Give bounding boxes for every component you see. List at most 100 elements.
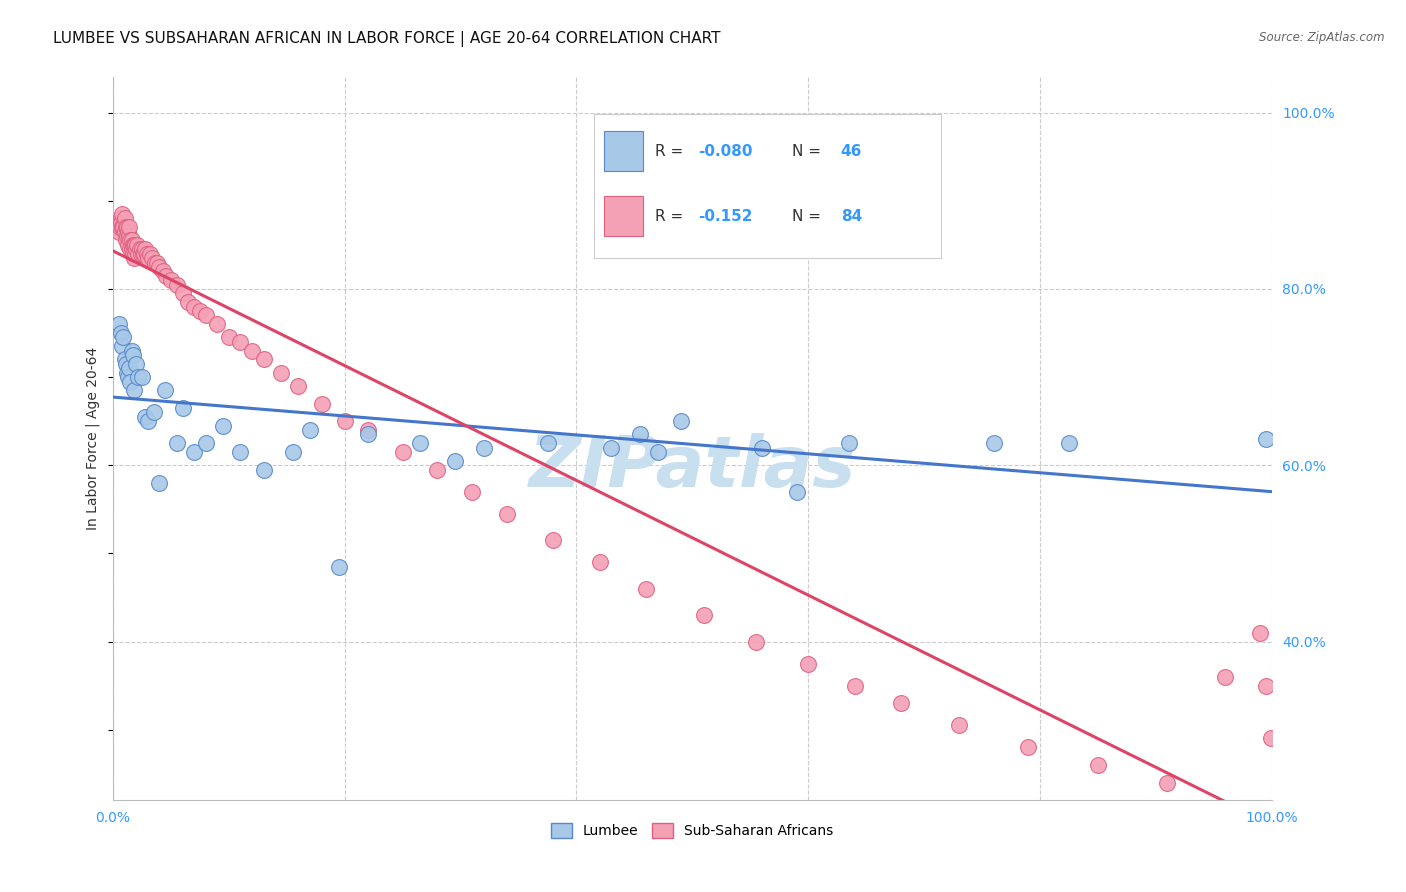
Point xyxy=(117,238,139,252)
Point xyxy=(745,634,768,648)
Point xyxy=(112,220,135,235)
Point xyxy=(281,445,304,459)
Point xyxy=(844,679,866,693)
Point xyxy=(1254,679,1277,693)
Point xyxy=(132,246,155,260)
Point xyxy=(120,375,142,389)
Point xyxy=(588,555,610,569)
Point xyxy=(983,436,1005,450)
Point xyxy=(121,238,143,252)
Point xyxy=(328,559,350,574)
Point xyxy=(114,352,136,367)
Point xyxy=(669,414,692,428)
Point xyxy=(110,211,132,226)
Point xyxy=(148,475,170,490)
Point xyxy=(207,317,229,331)
Point xyxy=(357,423,380,437)
Text: Source: ZipAtlas.com: Source: ZipAtlas.com xyxy=(1260,31,1385,45)
Point xyxy=(121,246,143,260)
Point xyxy=(948,718,970,732)
Point xyxy=(120,234,142,248)
Point xyxy=(240,343,263,358)
Point xyxy=(121,242,143,256)
Point xyxy=(838,436,860,450)
Point xyxy=(122,238,145,252)
Point xyxy=(125,242,148,256)
Point xyxy=(693,608,716,623)
Point xyxy=(229,445,252,459)
Point xyxy=(311,396,333,410)
Point xyxy=(114,211,136,226)
Point xyxy=(107,317,129,331)
Point xyxy=(124,238,146,252)
Point xyxy=(128,242,150,256)
Point xyxy=(160,273,183,287)
Point xyxy=(111,207,134,221)
Point xyxy=(115,366,138,380)
Point xyxy=(118,361,141,376)
Point xyxy=(183,300,205,314)
Point xyxy=(141,251,163,265)
Point xyxy=(1156,775,1178,789)
Point xyxy=(155,268,177,283)
Point xyxy=(543,533,565,548)
Point xyxy=(139,246,162,260)
Point xyxy=(1017,740,1039,755)
Point xyxy=(600,441,623,455)
Point xyxy=(194,309,217,323)
Point xyxy=(183,445,205,459)
Point xyxy=(134,246,156,260)
Point xyxy=(124,246,146,260)
Point xyxy=(153,384,176,398)
Point xyxy=(786,484,808,499)
Text: ZIPatlas: ZIPatlas xyxy=(529,434,856,502)
Point xyxy=(129,246,152,260)
Point xyxy=(108,220,131,235)
Point xyxy=(298,423,321,437)
Point xyxy=(357,427,380,442)
Point xyxy=(127,370,149,384)
Point xyxy=(114,225,136,239)
Point xyxy=(1087,758,1109,772)
Point xyxy=(166,436,188,450)
Point xyxy=(125,357,148,371)
Point xyxy=(270,366,292,380)
Point xyxy=(496,507,519,521)
Point xyxy=(142,405,165,419)
Y-axis label: In Labor Force | Age 20-64: In Labor Force | Age 20-64 xyxy=(86,347,100,531)
Point xyxy=(253,463,276,477)
Point xyxy=(152,264,174,278)
Point xyxy=(1249,625,1271,640)
Point xyxy=(111,220,134,235)
Point xyxy=(114,234,136,248)
Point xyxy=(212,418,235,433)
Point xyxy=(114,357,136,371)
Point xyxy=(136,251,159,265)
Point xyxy=(797,657,820,671)
Point xyxy=(127,246,149,260)
Point xyxy=(115,229,138,244)
Point xyxy=(194,436,217,450)
Point xyxy=(134,242,156,256)
Point xyxy=(426,463,449,477)
Point xyxy=(391,445,413,459)
Point xyxy=(634,582,657,596)
Point xyxy=(135,246,157,260)
Point xyxy=(117,370,139,384)
Point xyxy=(890,696,912,710)
Point xyxy=(134,409,156,424)
Point xyxy=(143,255,166,269)
Point xyxy=(121,234,143,248)
Point xyxy=(188,304,211,318)
Point xyxy=(218,330,240,344)
Point xyxy=(1215,670,1237,684)
Point xyxy=(131,370,153,384)
Point xyxy=(647,445,669,459)
Point xyxy=(409,436,432,450)
Point xyxy=(105,220,128,235)
Point xyxy=(131,242,153,256)
Point xyxy=(148,260,170,274)
Point xyxy=(172,286,194,301)
Point xyxy=(107,225,129,239)
Legend: Lumbee, Sub-Saharan Africans: Lumbee, Sub-Saharan Africans xyxy=(546,818,839,844)
